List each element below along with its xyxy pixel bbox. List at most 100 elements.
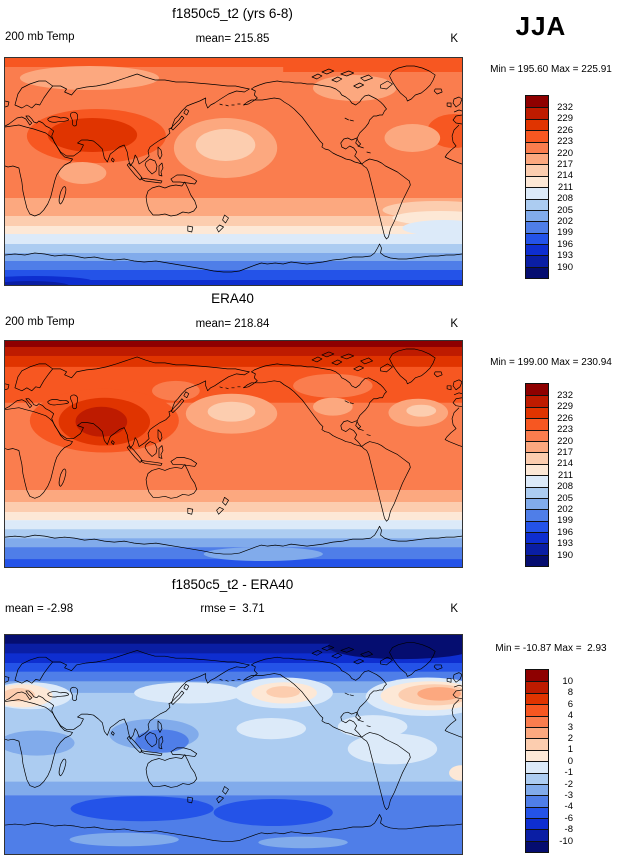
map-difference xyxy=(4,634,463,855)
colorbar-tick-label: 223 xyxy=(557,136,573,148)
colorbar-cells xyxy=(525,669,549,854)
colorbar-tick-label: 199 xyxy=(557,227,573,239)
colorbar-cell xyxy=(526,783,548,796)
colorbar-cell xyxy=(526,266,548,279)
map-difference-svg xyxy=(5,635,462,854)
colorbar-cell xyxy=(526,107,548,119)
temperature-field-difference xyxy=(5,635,462,854)
colorbar-cell xyxy=(526,209,548,222)
colorbar-tick-label: 214 xyxy=(557,458,573,470)
colorbar-tick-label: 232 xyxy=(557,389,573,401)
colorbar-cell xyxy=(526,187,548,199)
colorbar-tick-label: 193 xyxy=(557,538,573,550)
colorbar-cell xyxy=(526,221,548,233)
colorbar-cell xyxy=(526,141,548,153)
colorbar-cell xyxy=(526,681,548,693)
panel3-rmse-label: rmse = 3.71 xyxy=(200,603,265,615)
colorbar-cell xyxy=(526,520,548,533)
colorbar-tick-label: 199 xyxy=(557,515,573,527)
colorbar-tick-label: 220 xyxy=(557,435,573,447)
map-era40-svg xyxy=(5,341,462,567)
colorbar-tick-label: 229 xyxy=(557,113,573,125)
colorbar-tick-label: -8 xyxy=(564,824,573,836)
panel1-variable-label: 200 mb Temp xyxy=(5,31,75,43)
colorbar-cell xyxy=(526,429,548,441)
colorbar-cell xyxy=(526,463,548,476)
colorbar-cell xyxy=(526,840,548,853)
map-model-svg xyxy=(5,58,462,285)
colorbar-cell xyxy=(526,704,548,716)
colorbar-cell xyxy=(526,772,548,784)
panel3-units-label: K xyxy=(450,603,458,615)
colorbar-cell xyxy=(526,829,548,841)
colorbar-tick-label: 3 xyxy=(567,721,573,733)
colorbar-tick-label: 217 xyxy=(557,158,573,170)
colorbar-cell xyxy=(526,818,548,830)
colorbar-cell xyxy=(526,761,548,773)
colorbar-tick-label: -6 xyxy=(564,812,573,824)
colorbar-difference: 10 8 6 4 3 2 1 0 -1 -2 -3 -4 -6 -8 -10 xyxy=(525,669,595,854)
colorbar-cell xyxy=(526,715,548,727)
colorbar-cell xyxy=(526,406,548,419)
colorbar-cells xyxy=(525,95,549,280)
colorbar-tick-label: 232 xyxy=(557,101,573,113)
colorbar-tick-label: -1 xyxy=(564,767,573,779)
colorbar-tick-label: 208 xyxy=(557,193,573,205)
colorbar-tick-label: 217 xyxy=(557,446,573,458)
colorbar-tick-label: 1 xyxy=(567,744,573,756)
colorbar-cell xyxy=(526,452,548,464)
panel3-minmax: Min = -10.87 Max = 2.93 xyxy=(495,643,607,654)
panel2-minmax: Min = 199.00 Max = 230.94 xyxy=(490,357,612,368)
colorbar-tick-label: 8 xyxy=(567,687,573,699)
colorbar-tick-label: 196 xyxy=(557,526,573,538)
colorbar-cell xyxy=(526,795,548,807)
colorbar-tick-label: 4 xyxy=(567,710,573,722)
colorbar-cell xyxy=(526,198,548,210)
colorbar-cell xyxy=(526,395,548,407)
colorbar-tick-label: 202 xyxy=(557,503,573,515)
colorbar-cell xyxy=(526,384,548,396)
panel2-mean-label: mean= 218.84 xyxy=(195,318,270,330)
colorbar-tick-label: 214 xyxy=(557,170,573,182)
map-era40 xyxy=(4,340,463,568)
colorbar-tick-label: 220 xyxy=(557,147,573,159)
colorbar-cell xyxy=(526,96,548,108)
colorbar-tick-label: 202 xyxy=(557,215,573,227)
colorbar-cell xyxy=(526,486,548,498)
colorbar-cell xyxy=(526,418,548,430)
colorbar-cell xyxy=(526,440,548,453)
colorbar-tick-label: 229 xyxy=(557,401,573,413)
temperature-field-era40 xyxy=(5,341,462,567)
colorbar-cell xyxy=(526,118,548,131)
colorbar-tick-label: 10 xyxy=(562,675,573,687)
colorbar-cell xyxy=(526,509,548,521)
panel3-title: f1850c5_t2 - ERA40 xyxy=(171,577,294,592)
temperature-field-model xyxy=(5,58,462,285)
colorbar-tick-label: 208 xyxy=(557,481,573,493)
panel2-units-label: K xyxy=(450,318,458,330)
panel1-title: f1850c5_t2 (yrs 6-8) xyxy=(172,6,293,21)
colorbar-cell xyxy=(526,164,548,176)
colorbar-cell xyxy=(526,475,548,487)
colorbar-tick-label: -4 xyxy=(564,801,573,813)
colorbar-cell xyxy=(526,175,548,188)
colorbar-tick-label: 190 xyxy=(557,549,573,561)
panel1-minmax: Min = 195.60 Max = 225.91 xyxy=(490,64,612,75)
panel2-variable-label: 200 mb Temp xyxy=(5,316,75,328)
colorbar-tick-label: 205 xyxy=(557,204,573,216)
map-model xyxy=(4,57,463,286)
colorbar-cell xyxy=(526,806,548,819)
colorbar-tick-label: 6 xyxy=(567,698,573,710)
colorbar-tick-label: 193 xyxy=(557,250,573,262)
colorbar-cell xyxy=(526,497,548,510)
colorbar-tick-label: 196 xyxy=(557,238,573,250)
colorbar-tick-label: -10 xyxy=(559,835,573,847)
colorbar-tick-label: 226 xyxy=(557,124,573,136)
colorbar-cell xyxy=(526,692,548,705)
colorbar-cell xyxy=(526,130,548,142)
panel3-mean-label: mean = -2.98 xyxy=(5,603,74,615)
colorbar-tick-label: -3 xyxy=(564,789,573,801)
colorbar-tick-label: 0 xyxy=(567,755,573,767)
colorbar-cell xyxy=(526,726,548,739)
